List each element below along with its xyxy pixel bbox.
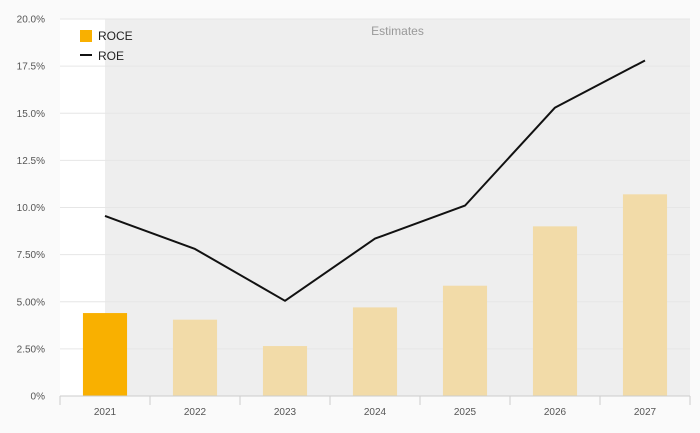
roce-bar-2025[interactable]: [442, 285, 488, 396]
y-tick-label: 12.5%: [17, 156, 45, 167]
roce-bar-2024[interactable]: [352, 307, 398, 396]
legend-item-roe[interactable]: ROE: [80, 49, 124, 63]
y-tick-label: 15.0%: [17, 109, 45, 120]
x-tick-label: 2022: [184, 407, 207, 418]
roce-bar-2027[interactable]: [622, 194, 668, 396]
y-tick-label: 7.50%: [17, 250, 45, 261]
gridlines: [60, 18, 690, 397]
legend: ROCE ROE: [80, 29, 133, 63]
x-tick-label: 2024: [364, 407, 387, 418]
x-tick-label: 2021: [94, 407, 117, 418]
legend-roce-swatch: [80, 30, 92, 42]
legend-item-roce[interactable]: ROCE: [80, 29, 133, 43]
roce-bars: [82, 194, 668, 396]
x-axis: 2021 2022 2023 2024 2025 2026 2027: [59, 395, 691, 418]
x-tick-label: 2027: [634, 407, 657, 418]
roce-bar-2026[interactable]: [532, 226, 578, 396]
y-tick-label: 2.50%: [17, 344, 45, 355]
roe-line[interactable]: [104, 59, 646, 302]
roce-bar-2021[interactable]: [82, 313, 128, 396]
x-tick-label: 2025: [454, 407, 477, 418]
y-tick-label: 10.0%: [17, 203, 45, 214]
roce-bar-2022[interactable]: [172, 319, 218, 396]
x-tick-label: 2026: [544, 407, 567, 418]
legend-roce-label: ROCE: [98, 29, 133, 43]
roe-line-layer: [104, 59, 646, 302]
y-tick-label: 20.0%: [17, 15, 45, 26]
legend-roe-label: ROE: [98, 49, 124, 63]
y-axis-ticks: 0% 2.50% 5.00% 7.50% 10.0% 12.5% 15.0% 17.5% 20.…: [17, 15, 45, 403]
y-tick-label: 17.5%: [17, 62, 45, 73]
estimates-label: Estimates: [371, 24, 424, 38]
y-tick-label: 5.00%: [17, 297, 45, 308]
y-tick-label: 0%: [31, 392, 46, 403]
x-tick-label: 2023: [274, 407, 297, 418]
roce-bar-2023[interactable]: [262, 346, 308, 396]
